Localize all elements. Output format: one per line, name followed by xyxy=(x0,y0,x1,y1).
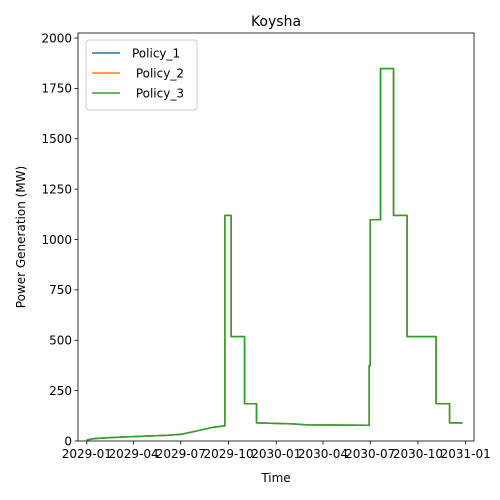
series-line xyxy=(86,67,463,441)
x-tick-label: 2030-04 xyxy=(298,447,348,461)
x-tick-label: 2029-04 xyxy=(108,447,158,461)
y-tick-label: 500 xyxy=(49,334,72,348)
x-tick-label: 2029-07 xyxy=(156,447,206,461)
y-tick-label: 2000 xyxy=(41,31,72,45)
y-tick-label: 1500 xyxy=(41,132,72,146)
chart-title: Koysha xyxy=(251,14,301,30)
legend-entry: Policy_1 xyxy=(132,47,180,61)
legend: Policy_1 Policy_2 Policy_3 xyxy=(85,39,198,111)
y-tick-label: 1000 xyxy=(41,233,72,247)
legend-entry: Policy_2 xyxy=(132,67,184,81)
y-tick-label: 0 xyxy=(64,434,72,448)
y-axis: 0 250 500 750 1000 1250 1500 1750 2000 xyxy=(41,31,78,448)
series-layer xyxy=(86,67,463,441)
y-tick-label: 750 xyxy=(49,283,72,297)
x-tick-label: 2031-01 xyxy=(441,447,491,461)
x-tick-label: 2029-10 xyxy=(203,447,253,461)
x-tick-label: 2029-01 xyxy=(62,447,112,461)
y-tick-label: 1750 xyxy=(41,82,72,96)
x-axis: 2029-012029-042029-072029-102030-012030-… xyxy=(62,441,491,461)
x-tick-label: 2030-01 xyxy=(251,447,301,461)
x-tick-label: 2030-10 xyxy=(393,447,443,461)
x-axis-label: Time xyxy=(260,471,290,485)
y-tick-label: 250 xyxy=(49,384,72,398)
y-tick-label: 1250 xyxy=(41,182,72,196)
legend-entry: Policy_3 xyxy=(132,87,184,101)
x-tick-label: 2030-07 xyxy=(345,447,395,461)
y-axis-label: Power Generation (MW) xyxy=(14,166,28,308)
